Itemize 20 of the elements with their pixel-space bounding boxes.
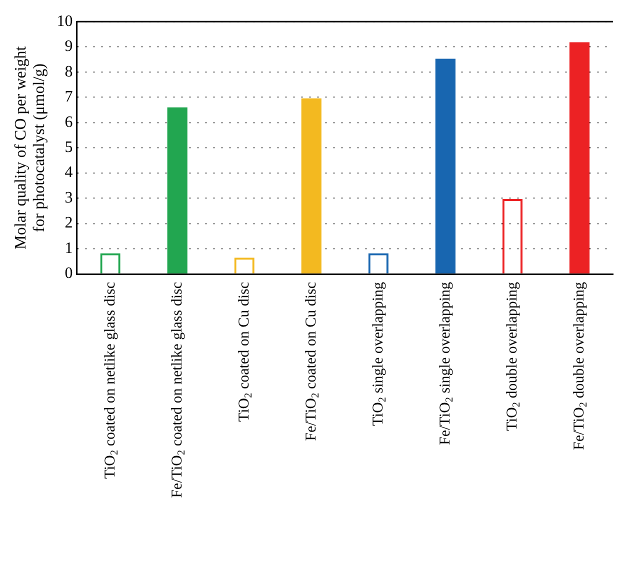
- y-tick-label: 3: [64, 189, 73, 206]
- x-tick-label: Fe/TiO2 double overlapping: [571, 282, 590, 450]
- x-tick-label: Fe/TiO2 coated on netlike glass disc: [169, 282, 188, 498]
- y-tick-label: 2: [64, 214, 73, 232]
- y-tick-label: 5: [64, 139, 73, 156]
- y-tick-label: 7: [64, 88, 73, 106]
- y-tick-label: 10: [56, 12, 73, 30]
- y-tick-label: 6: [64, 114, 73, 131]
- y-tick-label: 1: [64, 240, 73, 257]
- x-tick-label: TiO2 double overlapping: [504, 282, 523, 431]
- y-tick-label: 9: [64, 38, 73, 56]
- x-tick-label: TiO2 coated on Cu disc: [236, 282, 255, 422]
- x-tick-label: TiO2 coated on netlike glass disc: [102, 282, 121, 479]
- x-tick-label: Fe/TiO2 coated on Cu disc: [303, 282, 322, 441]
- y-tick-label: 8: [64, 63, 73, 80]
- x-tick-label: Fe/TiO2 single overlapping: [437, 282, 456, 446]
- x-tick-label: TiO2 single overlapping: [370, 282, 389, 426]
- y-tick-label: 0: [64, 265, 73, 282]
- y-axis-title: Molar quality of CO per weight for photocatalyst (μmol/g): [12, 46, 48, 250]
- y-tick-label: 4: [64, 164, 73, 182]
